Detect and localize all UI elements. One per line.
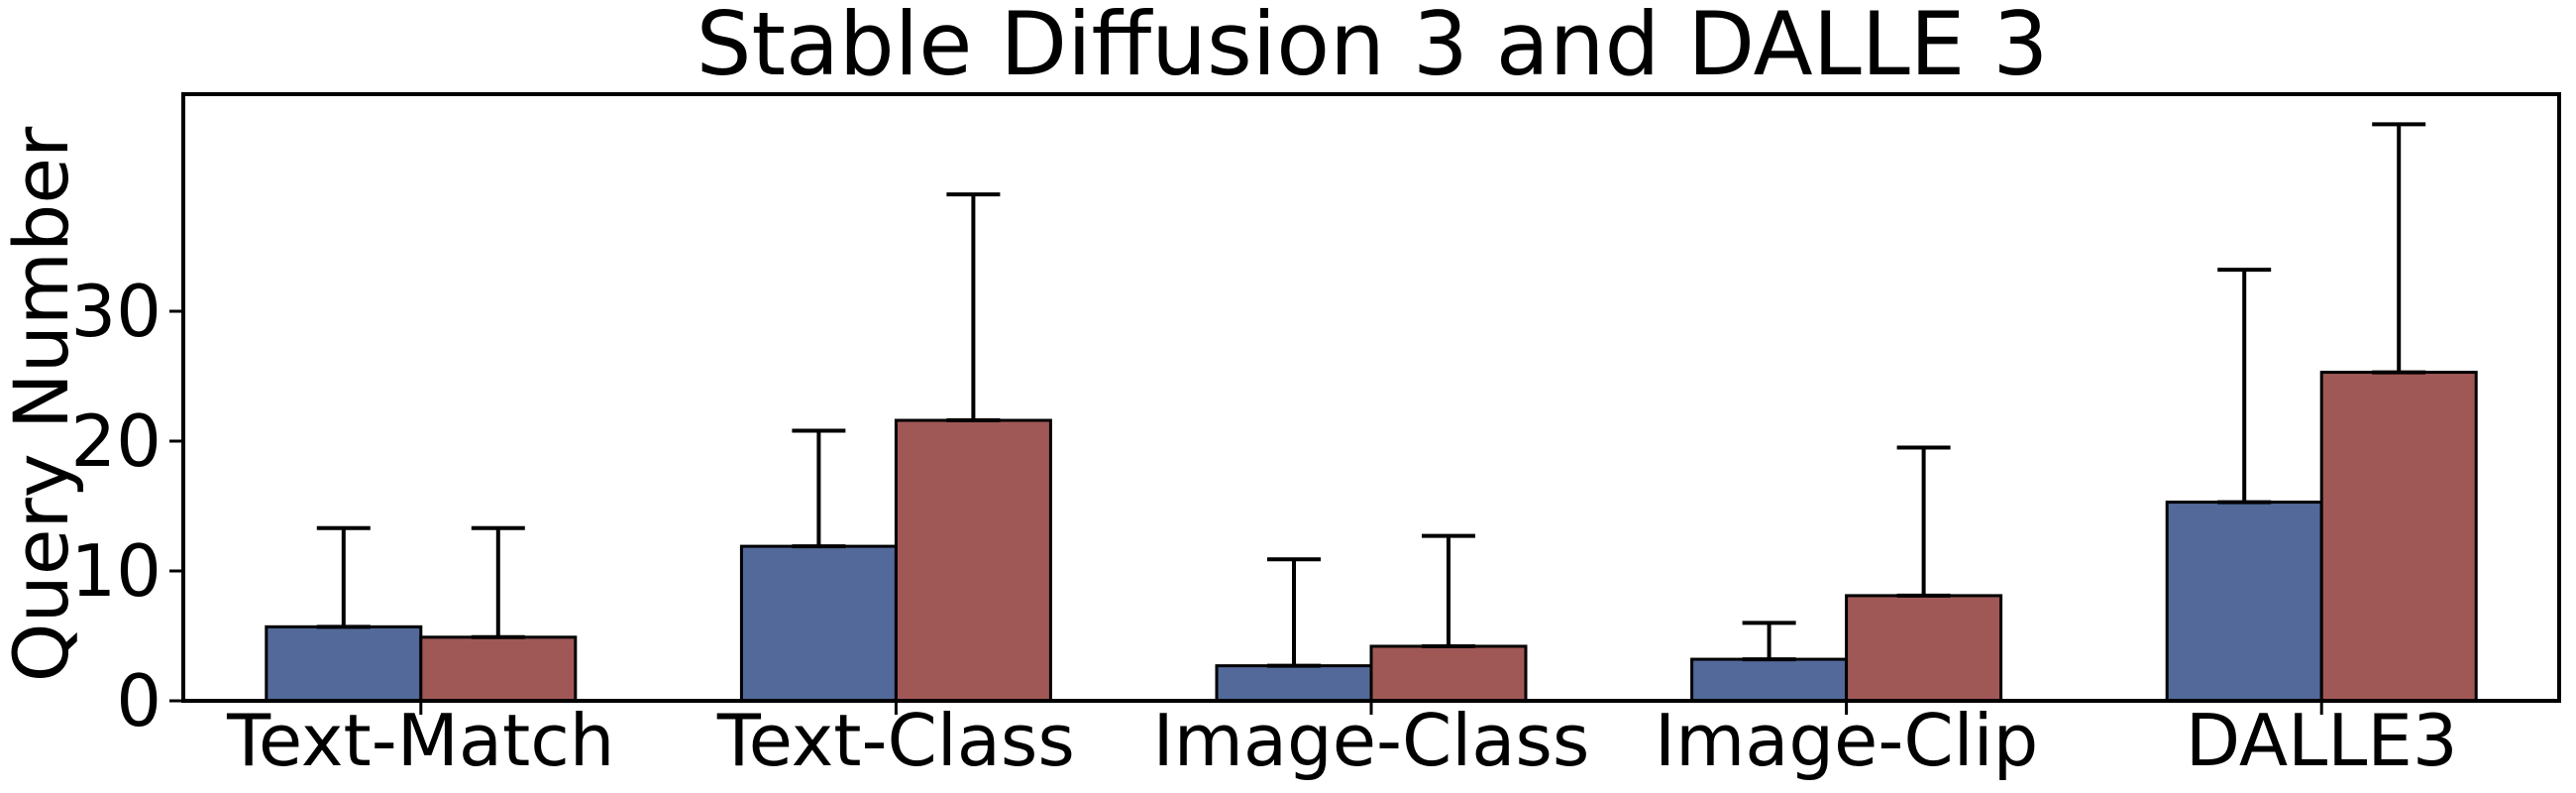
y-tick-label: 30 <box>70 270 161 353</box>
y-tick-label: 20 <box>70 399 161 483</box>
bar-series2-text-match <box>419 635 578 703</box>
y-tick-label: 10 <box>70 529 161 613</box>
bar-series1-image-clip <box>1690 657 1849 703</box>
bar-series2-dalle3 <box>2319 371 2478 703</box>
ticks-layer: Text-Match Text-Class Image-Class Image-Cli… <box>70 270 2457 782</box>
bar-series1-image-class <box>1215 664 1373 703</box>
error-bars-layer <box>316 122 2426 668</box>
bar-series1-text-match <box>265 624 423 703</box>
bar-series1-text-class <box>739 544 898 703</box>
bar-series2-image-clip <box>1845 594 2003 703</box>
x-tick-label: DALLE3 <box>2186 699 2458 782</box>
bar-series1-dalle3 <box>2165 501 2323 703</box>
plot-frame <box>181 92 2561 703</box>
y-axis-label: Query Number <box>0 126 85 682</box>
bar-series2-image-class <box>1369 644 1528 703</box>
x-tick-label: Image-Clip <box>1655 699 2038 782</box>
chart-title: Stable Diffusion 3 and DALLE 3 <box>697 0 2049 95</box>
y-tick-label: 0 <box>116 659 161 742</box>
x-tick-label: Text-Match <box>226 699 614 782</box>
bars-layer <box>265 371 2478 703</box>
bar-series2-text-class <box>894 418 1052 703</box>
x-tick-label: Text-Class <box>716 699 1075 782</box>
x-tick-label: Image-Class <box>1153 699 1590 782</box>
